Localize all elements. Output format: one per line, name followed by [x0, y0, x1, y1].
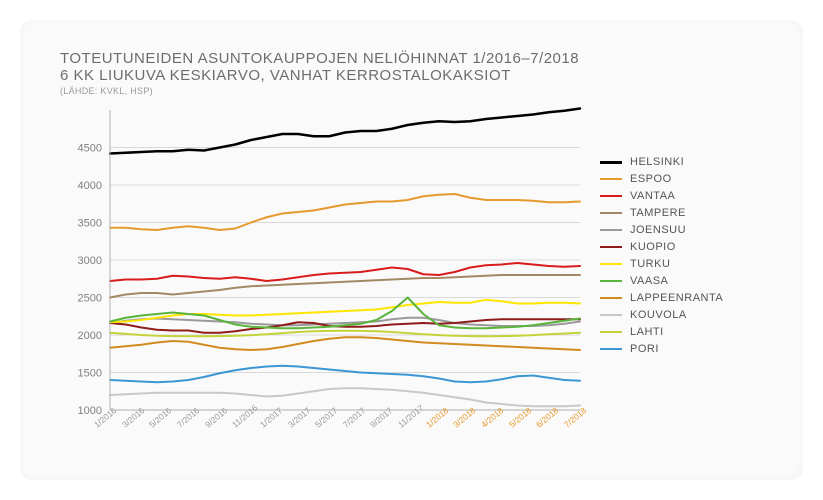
- legend-label: PORI: [630, 343, 659, 355]
- legend-item: TURKU: [600, 258, 783, 270]
- svg-text:2000: 2000: [78, 330, 102, 342]
- legend-label: ESPOO: [630, 173, 672, 185]
- legend-swatch: [600, 229, 622, 232]
- legend-item: VAASA: [600, 275, 783, 287]
- legend-label: KOUVOLA: [630, 309, 687, 321]
- legend-swatch: [600, 348, 622, 351]
- legend-item: HELSINKI: [600, 156, 783, 168]
- legend-swatch: [600, 178, 622, 181]
- svg-text:1500: 1500: [78, 368, 102, 380]
- svg-text:2500: 2500: [78, 293, 102, 305]
- legend-item: ESPOO: [600, 173, 783, 185]
- svg-text:3000: 3000: [78, 255, 102, 267]
- legend-label: HELSINKI: [630, 156, 684, 168]
- legend-label: VAASA: [630, 275, 668, 287]
- legend-swatch: [600, 314, 622, 317]
- title-line-1: TOTEUTUNEIDEN ASUNTOKAUPPOJEN NELIÖHINNA…: [60, 50, 783, 67]
- legend-swatch: [600, 280, 622, 283]
- legend-label: KUOPIO: [630, 241, 676, 253]
- legend-item: KUOPIO: [600, 241, 783, 253]
- source-line: (LÄHDE: KVKL, HSP): [60, 86, 783, 96]
- legend-item: KOUVOLA: [600, 309, 783, 321]
- legend-swatch: [600, 161, 622, 164]
- svg-text:4500: 4500: [78, 143, 102, 155]
- plot-area: 10001500200025003000350040004500 1/20163…: [60, 100, 590, 450]
- legend-label: TURKU: [630, 258, 670, 270]
- legend-item: TAMPERE: [600, 207, 783, 219]
- legend-item: LAPPEENRANTA: [600, 292, 783, 304]
- legend-label: LAPPEENRANTA: [630, 292, 723, 304]
- legend-item: VANTAA: [600, 190, 783, 202]
- legend-swatch: [600, 331, 622, 334]
- legend-item: PORI: [600, 343, 783, 355]
- legend-swatch: [600, 263, 622, 266]
- chart-wrap: 10001500200025003000350040004500 1/20163…: [60, 100, 783, 450]
- legend-item: LAHTI: [600, 326, 783, 338]
- title-block: TOTEUTUNEIDEN ASUNTOKAUPPOJEN NELIÖHINNA…: [60, 50, 783, 96]
- legend-label: LAHTI: [630, 326, 664, 338]
- legend-label: VANTAA: [630, 190, 675, 202]
- title-line-2: 6 KK LIUKUVA KESKIARVO, VANHAT KERROSTAL…: [60, 67, 783, 84]
- legend: HELSINKI ESPOO VANTAA TAMPERE JOENSUU KUOPIO T…: [600, 100, 783, 450]
- legend-swatch: [600, 195, 622, 198]
- chart-card: TOTEUTUNEIDEN ASUNTOKAUPPOJEN NELIÖHINNA…: [20, 20, 803, 480]
- legend-label: TAMPERE: [630, 207, 686, 219]
- legend-label: JOENSUU: [630, 224, 686, 236]
- x-axis-labels: 1/20163/20165/20167/20169/201611/20161/2…: [110, 416, 590, 456]
- svg-text:4000: 4000: [78, 180, 102, 192]
- legend-swatch: [600, 246, 622, 249]
- svg-text:3500: 3500: [78, 218, 102, 230]
- line-chart-svg: 10001500200025003000350040004500: [60, 100, 590, 450]
- legend-swatch: [600, 297, 622, 300]
- legend-swatch: [600, 212, 622, 215]
- legend-item: JOENSUU: [600, 224, 783, 236]
